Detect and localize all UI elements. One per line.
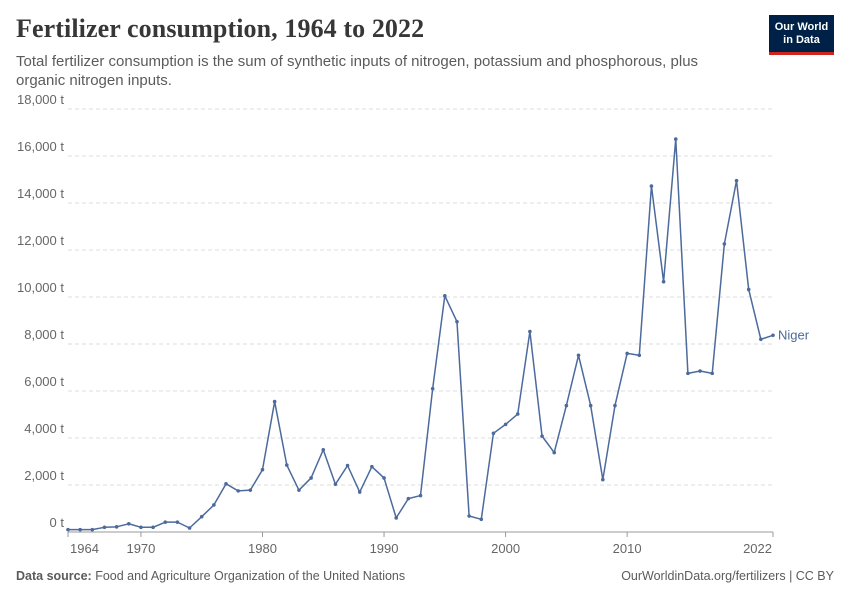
data-point[interactable] (443, 294, 447, 298)
data-point[interactable] (734, 178, 739, 183)
data-point[interactable] (370, 464, 374, 469)
series-line-niger[interactable] (68, 138, 774, 531)
data-point[interactable] (309, 476, 313, 480)
data-point[interactable] (637, 353, 642, 358)
y-tick-label: 4,000 t (24, 421, 64, 436)
data-point[interactable] (759, 337, 763, 342)
data-point[interactable] (90, 527, 95, 532)
data-point[interactable] (722, 242, 727, 246)
data-point[interactable] (212, 503, 216, 507)
data-point[interactable] (175, 520, 180, 524)
x-axis: 1964 1970 1980 1990 2000 2010 2022 (67, 531, 774, 556)
y-tick-label: 16,000 t (17, 139, 64, 154)
data-point[interactable] (491, 431, 496, 436)
data-point[interactable] (284, 463, 289, 467)
data-point[interactable] (661, 279, 666, 284)
x-tick-label: 2000 (491, 541, 520, 556)
data-point[interactable] (455, 319, 459, 324)
data-point[interactable] (66, 527, 70, 532)
data-point[interactable] (114, 525, 119, 529)
x-tick-label: 2022 (743, 541, 772, 556)
data-point[interactable] (272, 399, 277, 404)
data-point[interactable] (418, 493, 423, 498)
data-source-label: Data source: (16, 569, 92, 583)
data-point[interactable] (515, 412, 520, 416)
x-tick-label: 2010 (613, 541, 642, 556)
data-point[interactable] (321, 447, 326, 452)
y-tick-label: 10,000 t (17, 280, 64, 295)
data-point[interactable] (710, 371, 715, 376)
chart-title: Fertilizer consumption, 1964 to 2022 (16, 14, 425, 43)
data-point[interactable] (698, 369, 702, 373)
data-point[interactable] (187, 526, 192, 530)
data-point[interactable] (601, 477, 605, 482)
y-tick-label: 12,000 t (17, 233, 64, 248)
data-point[interactable] (151, 525, 155, 530)
credit-link[interactable]: OurWorldinData.org/fertilizers | CC BY (621, 569, 834, 583)
series-label: Niger (778, 327, 810, 342)
data-point[interactable] (345, 463, 350, 468)
data-point[interactable] (686, 371, 690, 376)
y-tick-label: 6,000 t (24, 374, 64, 389)
data-point[interactable] (248, 488, 253, 492)
data-point[interactable] (467, 514, 471, 518)
x-tick-label: 1990 (370, 541, 399, 556)
logo-line-2: in Data (783, 33, 820, 46)
series-labels: Niger (778, 327, 810, 342)
logo-line-1: Our World (774, 20, 829, 33)
x-tick-label: 1970 (126, 541, 155, 556)
data-point[interactable] (613, 403, 617, 408)
y-tick-label: 14,000 t (17, 186, 64, 201)
y-axis-labels: 0 t 2,000 t 4,000 t 6,000 t 8,000 t 10,000 t 1… (17, 92, 64, 530)
chart-subtitle: Total fertilizer consumption is the sum … (16, 53, 699, 89)
data-point[interactable] (78, 527, 82, 532)
data-point[interactable] (430, 386, 435, 391)
data-source: Data source: Food and Agriculture Organi… (16, 569, 405, 583)
data-point[interactable] (236, 489, 240, 493)
data-point[interactable] (163, 520, 168, 524)
y-tick-label: 18,000 t (17, 92, 64, 107)
data-point[interactable] (126, 521, 131, 526)
data-point[interactable] (382, 476, 386, 480)
data-point[interactable] (625, 351, 629, 356)
data-point[interactable] (357, 490, 362, 494)
data-point[interactable] (394, 516, 398, 520)
data-point[interactable] (297, 488, 301, 492)
data-point[interactable] (260, 467, 265, 472)
x-tick-label: 1964 (70, 541, 99, 556)
y-tick-label: 8,000 t (24, 327, 64, 342)
data-source-text: Food and Agriculture Organization of the… (95, 569, 406, 583)
data-point[interactable] (771, 333, 775, 338)
x-tick-label: 1980 (248, 541, 277, 556)
data-point[interactable] (479, 517, 484, 522)
owid-logo[interactable]: Our World in Data (769, 15, 834, 55)
data-point[interactable] (564, 403, 569, 408)
data-point[interactable] (139, 525, 143, 530)
data-point[interactable] (102, 525, 107, 530)
data-point[interactable] (552, 450, 557, 455)
data-point[interactable] (503, 422, 508, 427)
data-point[interactable] (406, 496, 411, 501)
data-point[interactable] (673, 137, 678, 141)
data-point[interactable] (746, 287, 751, 292)
line-chart: 0 t 2,000 t 4,000 t 6,000 t 8,000 t 10,000 t 1… (17, 92, 810, 556)
y-tick-label: 0 t (50, 515, 65, 530)
data-point[interactable] (540, 434, 544, 438)
data-point[interactable] (576, 353, 581, 358)
data-point[interactable] (528, 329, 532, 334)
series-points (66, 137, 775, 532)
y-tick-label: 2,000 t (24, 468, 64, 483)
data-point[interactable] (649, 184, 654, 188)
data-point[interactable] (199, 514, 204, 519)
series-lines (68, 138, 774, 531)
data-point[interactable] (333, 482, 338, 487)
data-point[interactable] (588, 403, 593, 408)
data-point[interactable] (224, 482, 228, 486)
y-grid (68, 108, 773, 486)
